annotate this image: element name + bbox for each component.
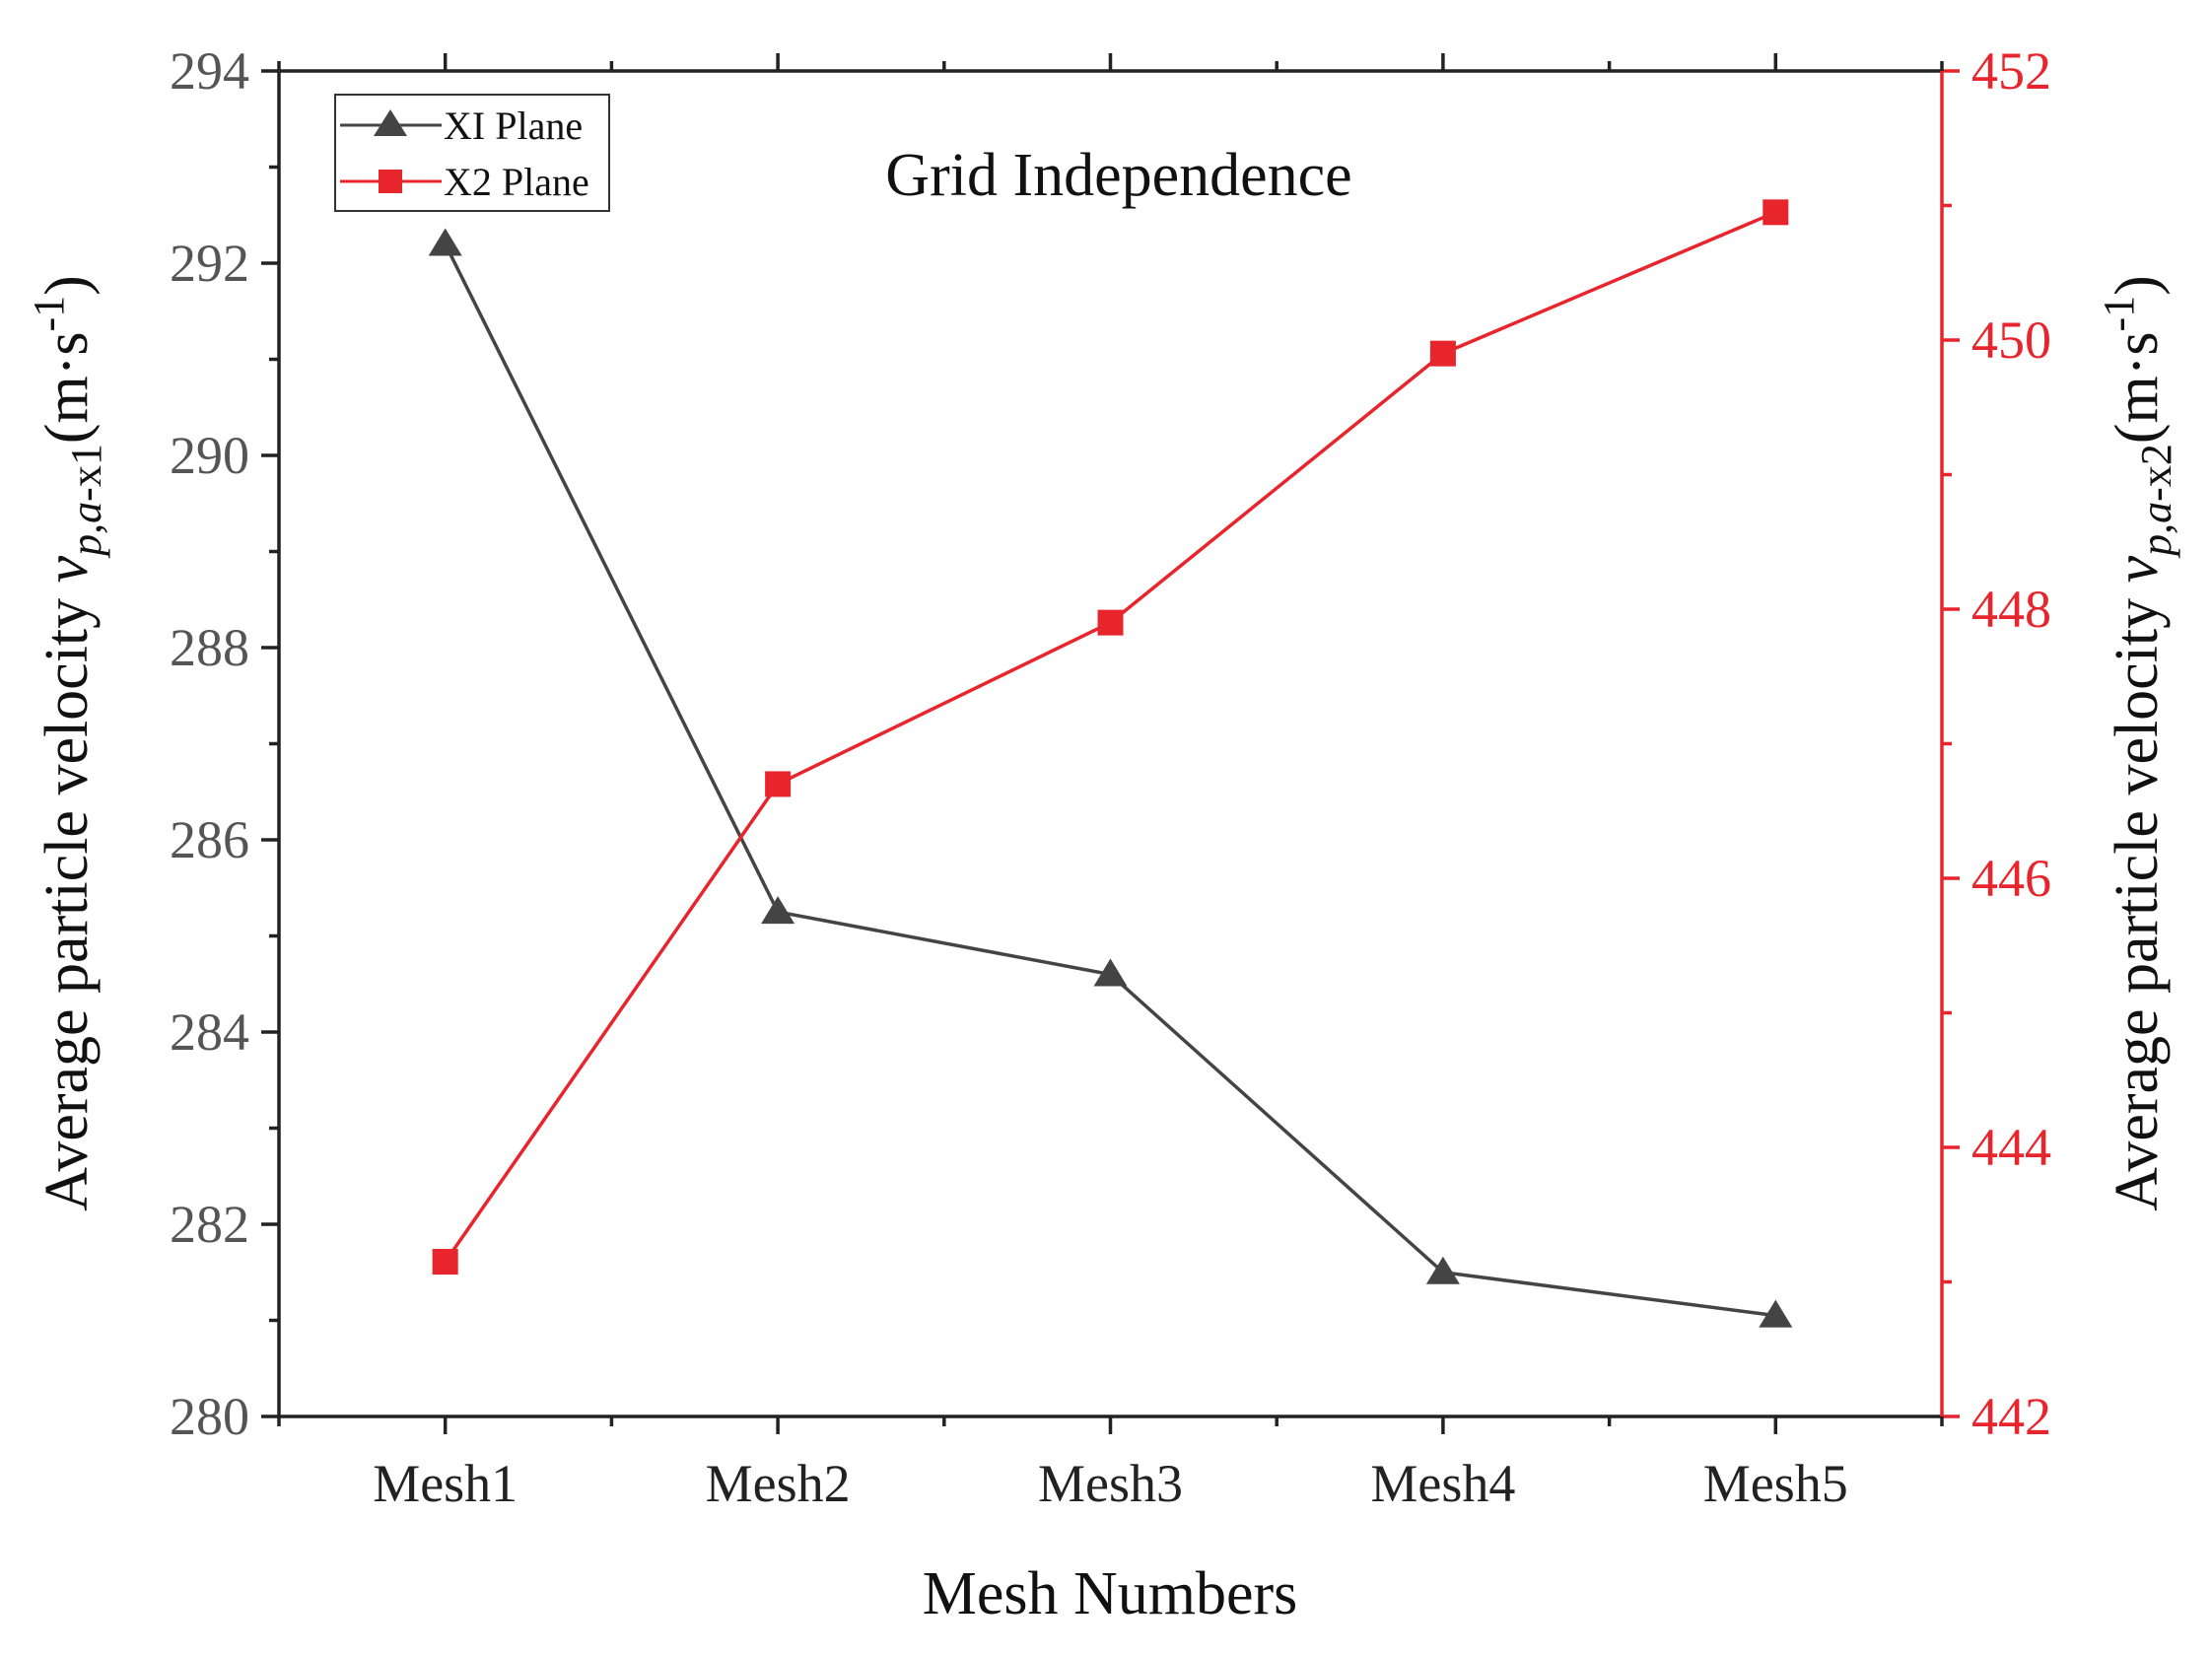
right-y-tick-label: 450	[1971, 310, 2051, 370]
series-line-xi-plane	[444, 242, 1776, 1318]
right-y-title-unit-open: (m·s	[2104, 332, 2171, 445]
x-tick-label: Mesh2	[706, 1454, 851, 1513]
left-y-tick-label: 292	[170, 234, 249, 293]
left-y-title-prefix: Average particle velocity	[34, 583, 101, 1210]
series-line-x2-plane	[444, 210, 1776, 1264]
data-point-square	[1763, 199, 1789, 226]
left-y-axis-title: Average particle velocity vp,a-x1(m·s-1)	[25, 275, 110, 1211]
right-y-tick-label: 452	[1971, 41, 2051, 101]
right-y-axis-title: Average particle velocity vp,a-x2(m·s-1)	[2095, 275, 2180, 1211]
left-y-title-var: v	[34, 555, 101, 583]
legend-label-x2: X2 Plane	[444, 160, 589, 204]
left-y-title-sub-italic: p,a	[62, 502, 110, 559]
series-layer	[428, 199, 1793, 1328]
legend: XI Plane X2 Plane	[334, 94, 610, 212]
left-y-tick-label: 282	[170, 1195, 249, 1254]
left-y-title-unit-exp: -1	[25, 296, 73, 332]
right-y-tick-label: 446	[1971, 849, 2051, 908]
right-y-title-prefix: Average particle velocity	[2104, 583, 2171, 1210]
x-axis-title: Mesh Numbers	[923, 1560, 1298, 1627]
left-y-title-sub-plain: -x1	[62, 444, 110, 502]
right-y-tick-label: 448	[1971, 580, 2051, 639]
data-point-square	[1429, 340, 1456, 367]
data-point-triangle	[1759, 1299, 1793, 1328]
left-y-tick-label: 280	[170, 1387, 249, 1446]
legend-label-xi: XI Plane	[444, 104, 583, 148]
left-y-title-unit-close: )	[34, 275, 101, 296]
x-tick-label: Mesh1	[373, 1454, 518, 1513]
data-point-triangle	[1425, 1256, 1460, 1284]
left-y-tick-label: 288	[170, 618, 249, 677]
data-point-square	[432, 1249, 458, 1276]
right-y-title-var: v	[2104, 555, 2171, 583]
right-y-title-sub-plain: -x2	[2132, 444, 2180, 502]
right-y-title-unit-close: )	[2104, 275, 2171, 296]
data-point-square	[765, 771, 792, 797]
right-y-title-unit-exp: -1	[2095, 296, 2143, 332]
data-point-triangle	[1093, 958, 1128, 987]
legend-marker-square-icon	[379, 170, 402, 193]
left-y-tick-label: 284	[170, 1002, 249, 1062]
data-point-square	[1097, 609, 1124, 636]
x-tick-label: Mesh5	[1703, 1454, 1848, 1513]
left-y-tick-label: 294	[170, 41, 249, 101]
left-y-tick-label: 290	[170, 426, 249, 485]
left-y-tick-label: 286	[170, 810, 249, 869]
x-tick-label: Mesh4	[1370, 1454, 1515, 1513]
ticks-layer: 280 282 284 286 288 290 292 294 442 444 446 448 450 4…	[170, 41, 2051, 1513]
right-y-title-sub-italic: p,a	[2132, 502, 2180, 559]
data-point-triangle	[761, 896, 795, 925]
right-y-tick-label: 444	[1971, 1118, 2051, 1177]
legend-marker-triangle-icon	[374, 109, 407, 136]
right-y-tick-label: 442	[1971, 1387, 2051, 1446]
chart-title: Grid Independence	[885, 142, 1351, 209]
left-y-title-unit-open: (m·s	[34, 332, 101, 445]
data-point-triangle	[428, 228, 462, 256]
x-tick-label: Mesh3	[1038, 1454, 1183, 1513]
